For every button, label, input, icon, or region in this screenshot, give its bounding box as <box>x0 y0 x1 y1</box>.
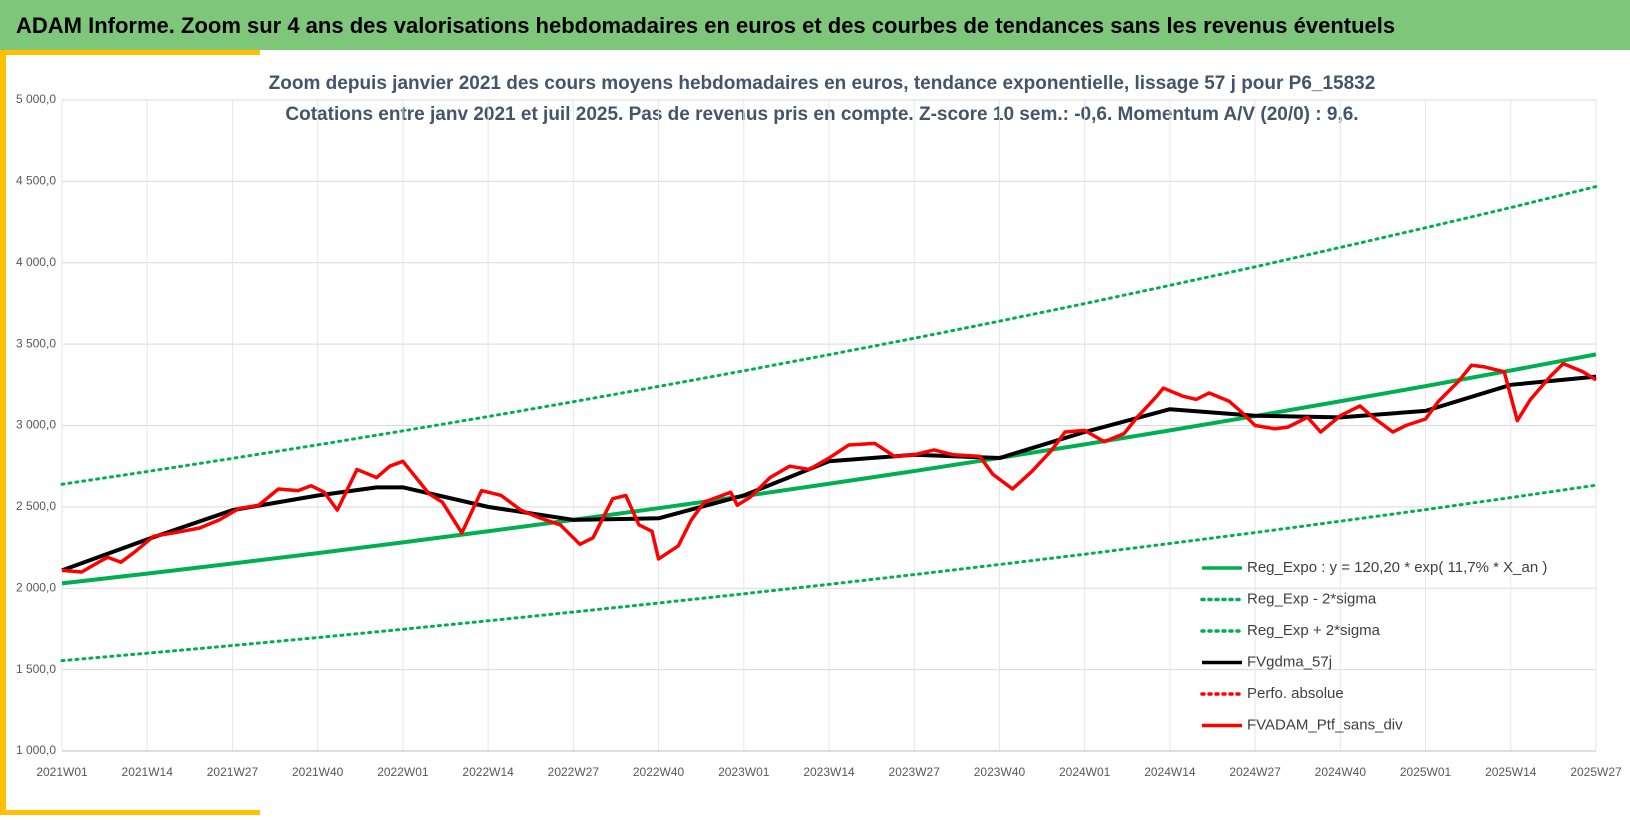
y-tick-label: 1 500,0 <box>16 662 56 676</box>
x-tick-label: 2025W14 <box>1485 765 1537 779</box>
y-tick-label: 4 000,0 <box>16 255 56 269</box>
left-accent <box>0 50 6 815</box>
y-tick-label: 3 500,0 <box>16 336 56 350</box>
x-tick-label: 2021W40 <box>292 765 344 779</box>
y-tick-label: 4 500,0 <box>16 174 56 188</box>
x-tick-label: 2022W40 <box>633 765 685 779</box>
x-tick-label: 2023W01 <box>718 765 770 779</box>
x-tick-label: 2024W27 <box>1229 765 1281 779</box>
x-tick-label: 2023W27 <box>889 765 941 779</box>
x-tick-label: 2022W01 <box>377 765 429 779</box>
x-tick-label: 2025W27 <box>1570 765 1622 779</box>
x-tick-label: 2022W14 <box>462 765 514 779</box>
series-line <box>61 361 1597 574</box>
x-tick-label: 2021W27 <box>207 765 259 779</box>
y-tick-label: 2 000,0 <box>16 580 56 594</box>
y-tick-label: 5 000,0 <box>16 92 56 106</box>
x-tick-label: 2024W14 <box>1144 765 1196 779</box>
chart-subtitle: Zoom depuis janvier 2021 des cours moyen… <box>269 73 1376 94</box>
y-tick-label: 3 000,0 <box>16 418 56 432</box>
x-tick-label: 2024W40 <box>1315 765 1367 779</box>
y-tick-label: 1 000,0 <box>16 743 56 757</box>
plot-area: 1 000,0 1 500,0 2 000,0 2 500,0 3 000,0 3 500… <box>16 92 1622 779</box>
legend-label: Reg_Exp - 2*sigma <box>1247 590 1377 607</box>
x-tick-label: 2021W14 <box>122 765 174 779</box>
legend-label: FVADAM_Ptf_sans_div <box>1247 716 1403 733</box>
chart-subtitle: Cotations entre janv 2021 et juil 2025. … <box>285 104 1358 125</box>
legend-label: FVgdma_57j <box>1247 653 1332 670</box>
legend-label: Perfo. absolue <box>1247 685 1344 702</box>
legend-label: Reg_Exp + 2*sigma <box>1247 622 1381 639</box>
header-bar <box>0 0 1630 50</box>
x-tick-label: 2023W14 <box>803 765 855 779</box>
x-tick-label: 2024W01 <box>1059 765 1111 779</box>
x-tick-label: 2022W27 <box>548 765 600 779</box>
y-tick-label: 2 500,0 <box>16 499 56 513</box>
top-accent <box>0 50 260 55</box>
x-tick-label: 2023W40 <box>974 765 1026 779</box>
series-line <box>60 483 1598 663</box>
series-line <box>60 185 1598 486</box>
header-title: ADAM Informe. Zoom sur 4 ans des valoris… <box>16 13 1395 38</box>
legend-label: Reg_Expo : y = 120,20 * exp( 11,7% * X_a… <box>1247 559 1547 576</box>
x-tick-label: 2025W01 <box>1400 765 1452 779</box>
series-line <box>61 352 1597 586</box>
x-tick-label: 2021W01 <box>36 765 88 779</box>
bottom-accent <box>0 810 260 815</box>
